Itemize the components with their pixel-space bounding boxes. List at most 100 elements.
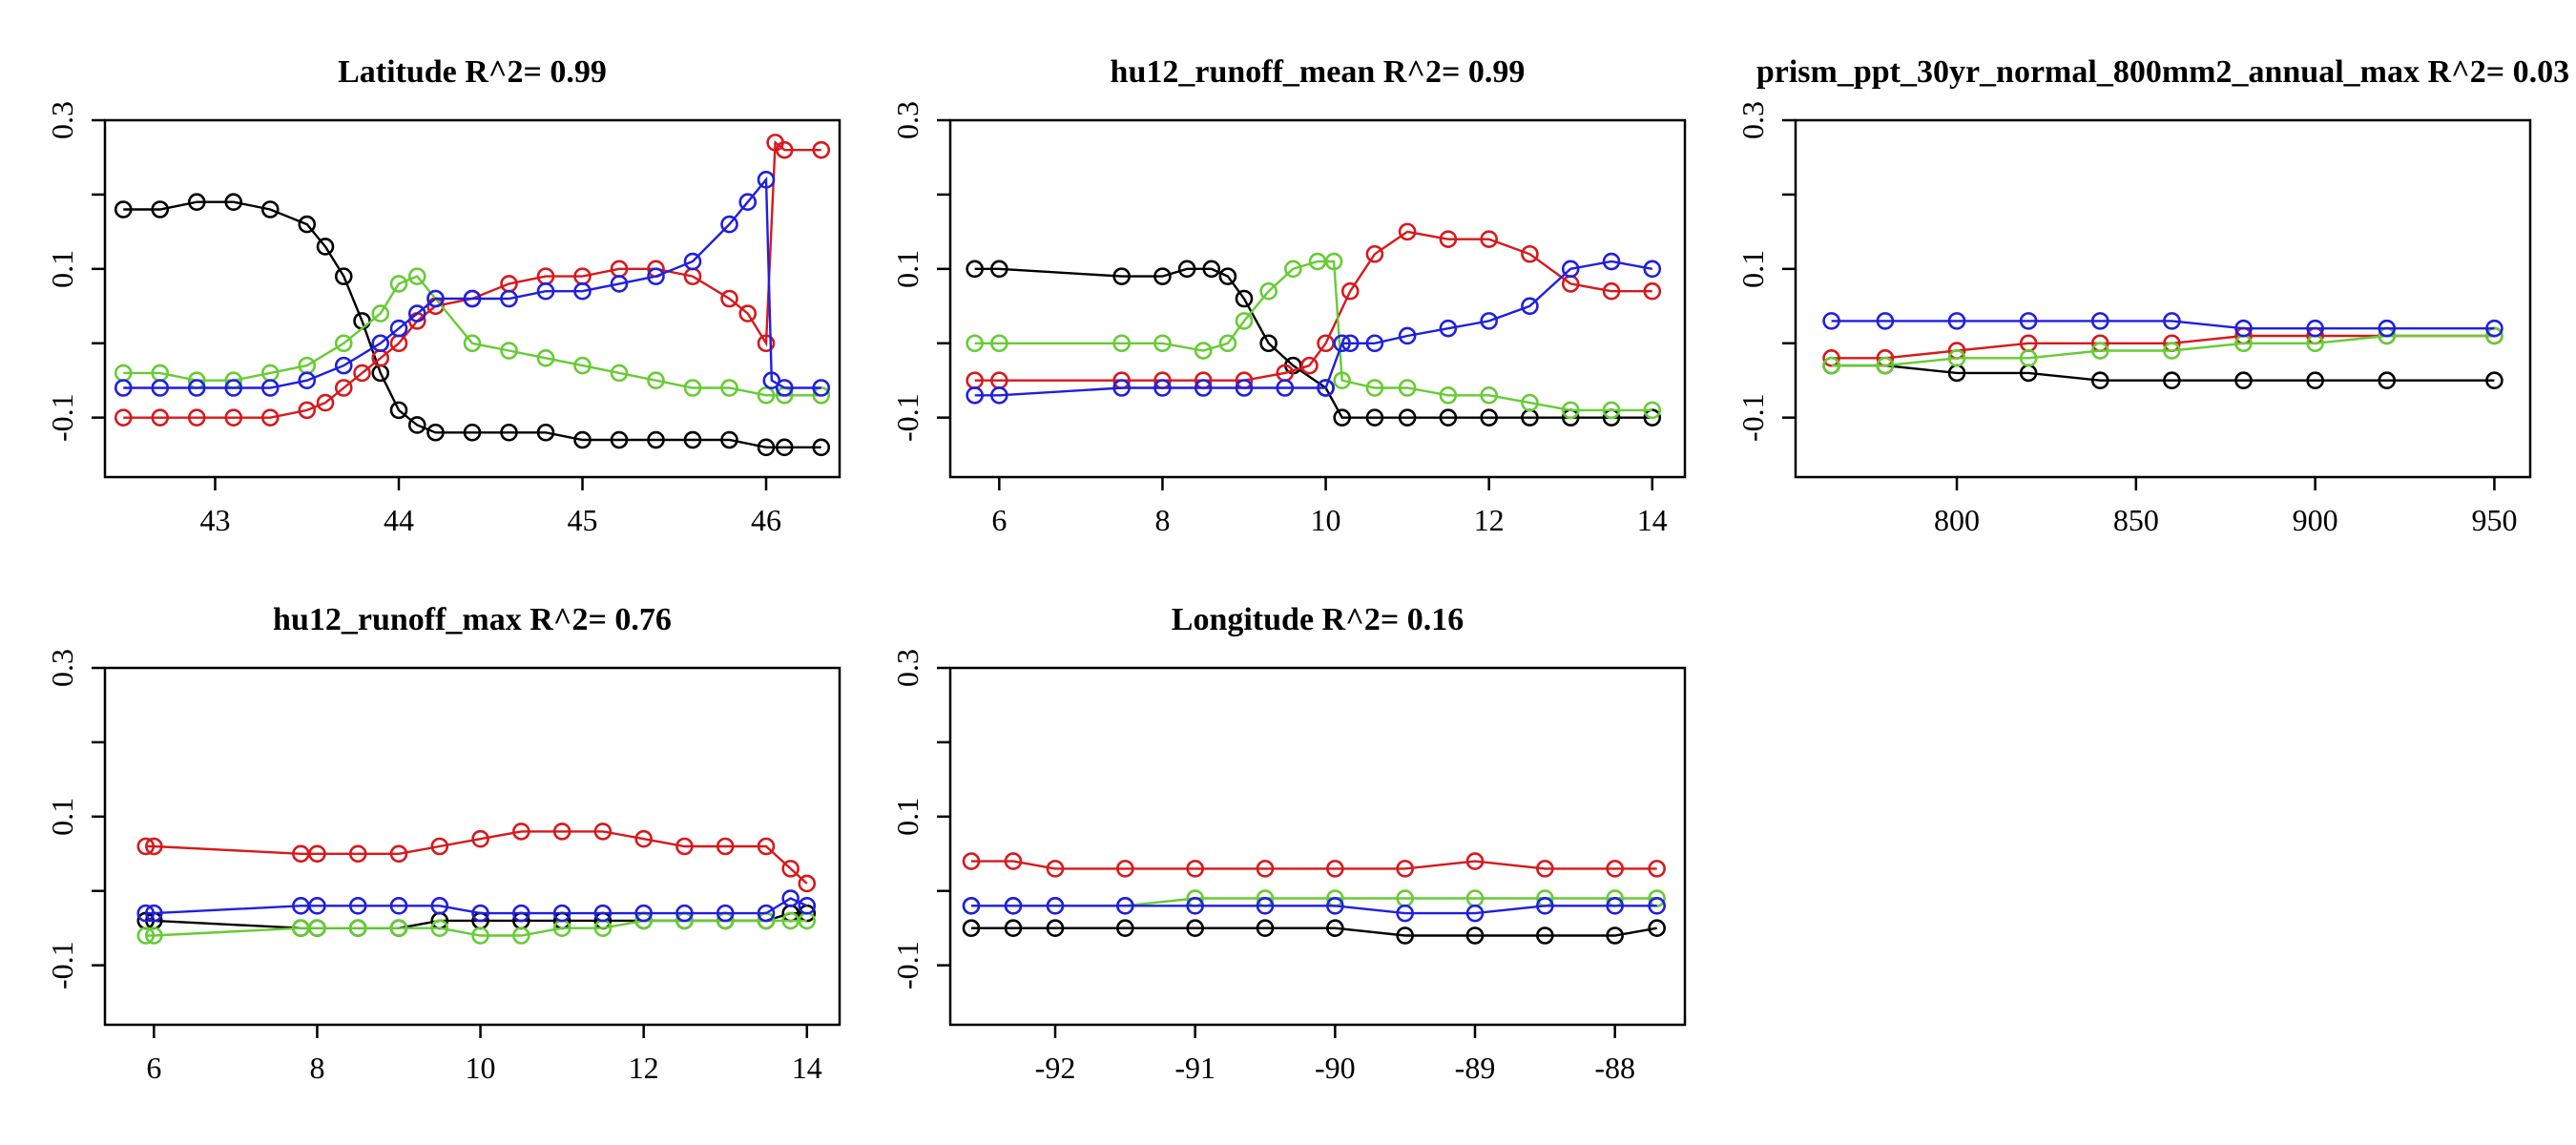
data-point-red	[1326, 860, 1344, 878]
data-point-blue	[1333, 334, 1351, 353]
data-point-blue	[757, 171, 776, 189]
series-line-black	[971, 926, 1657, 937]
data-point-red	[1340, 281, 1360, 301]
series-line-blue	[974, 260, 1653, 397]
data-point-green	[2485, 326, 2503, 345]
data-point-green	[610, 364, 629, 383]
data-point-green	[1365, 379, 1384, 397]
data-point-green	[1324, 252, 1343, 271]
x-tick-label: -92	[1035, 1051, 1076, 1085]
data-point-green	[1439, 385, 1458, 405]
data-point-red	[675, 837, 694, 856]
y-tick-label: 0.3	[45, 649, 79, 687]
y-tick-label: -0.1	[45, 941, 79, 989]
data-point-green	[1218, 334, 1237, 353]
data-point-green	[720, 379, 738, 397]
data-point-black	[647, 430, 665, 449]
data-point-blue	[552, 904, 571, 923]
series-line-green	[1831, 334, 2495, 367]
data-point-red	[430, 837, 449, 856]
data-point-black	[1004, 919, 1023, 938]
data-point-black	[757, 438, 776, 457]
data-point-black	[1465, 926, 1485, 945]
data-point-red	[471, 829, 489, 848]
data-point-black	[1218, 267, 1237, 285]
data-point-red	[716, 837, 735, 856]
x-tick-label: 850	[2113, 503, 2159, 537]
data-point-black	[775, 438, 794, 457]
data-point-black	[1046, 919, 1065, 938]
data-point-green	[1876, 356, 1895, 375]
series-line-green	[145, 919, 807, 937]
data-point-red	[1186, 860, 1204, 878]
data-point-green	[371, 304, 390, 323]
data-point-blue	[990, 385, 1008, 405]
data-point-green	[136, 926, 156, 945]
series-group	[962, 852, 1666, 945]
data-point-red	[1365, 244, 1384, 263]
data-point-black	[407, 416, 426, 434]
data-point-black	[1536, 926, 1554, 945]
data-point-blue	[1648, 897, 1666, 915]
data-point-red	[798, 874, 817, 893]
data-point-blue	[2090, 312, 2109, 330]
data-point-black	[1365, 408, 1384, 427]
panel-5: Longitude R^2= 0.16 -92 -91 -90 -89 -88 -0.1 0.…	[890, 602, 1687, 1085]
x-tick-label: 6	[146, 1051, 161, 1085]
data-point-blue	[308, 897, 326, 915]
x-tick-label: 12	[629, 1051, 659, 1085]
data-point-blue	[1822, 312, 1840, 330]
data-point-blue	[1256, 897, 1275, 915]
y-tick-label: 0.1	[1735, 250, 1770, 288]
data-point-green	[1235, 312, 1254, 330]
data-point-red	[1300, 356, 1319, 375]
y-tick-label: 0.3	[890, 649, 924, 687]
y-tick-label: 0.3	[1735, 101, 1770, 139]
data-point-blue	[1465, 904, 1485, 923]
y-tick-label: 0.3	[890, 101, 924, 139]
data-point-green	[407, 267, 426, 285]
series-line-red	[1831, 334, 2495, 360]
data-point-blue	[2163, 312, 2181, 330]
data-point-blue	[593, 904, 613, 923]
series-line-green	[123, 275, 821, 397]
plot-frame	[1794, 118, 2532, 479]
data-point-green	[1602, 401, 1621, 420]
data-point-blue	[407, 304, 426, 323]
data-point-red	[1606, 860, 1624, 878]
data-point-blue	[1643, 260, 1662, 279]
y-tick-label: -0.1	[45, 393, 79, 442]
data-point-blue	[187, 379, 206, 397]
data-point-green	[389, 919, 408, 938]
data-point-blue	[1536, 897, 1554, 915]
plot-frame	[948, 666, 1687, 1027]
data-point-black	[990, 260, 1008, 279]
data-point-blue	[334, 356, 353, 375]
data-point-black	[1256, 919, 1275, 938]
data-point-blue	[1153, 379, 1172, 397]
data-point-blue	[716, 904, 735, 923]
data-point-blue	[1602, 252, 1621, 271]
data-point-red	[1396, 860, 1414, 878]
panel-title: hu12_runoff_max R^2= 0.76	[273, 602, 672, 637]
data-point-black	[1235, 289, 1254, 308]
data-point-green	[512, 926, 530, 945]
data-point-green	[471, 926, 489, 945]
data-point-blue	[1046, 897, 1065, 915]
plot-frame	[103, 666, 841, 1027]
y-tick-label: 0.1	[45, 798, 79, 836]
data-point-green	[348, 919, 367, 938]
data-point-black	[426, 423, 445, 442]
data-point-blue	[145, 904, 163, 923]
data-point-black	[1116, 919, 1134, 938]
data-point-green	[1259, 281, 1278, 301]
series-line-red	[123, 139, 821, 419]
data-point-green	[1153, 334, 1172, 353]
data-point-blue	[1606, 897, 1624, 915]
data-point-black	[1177, 260, 1196, 279]
x-tick-label: -88	[1594, 1051, 1635, 1085]
data-point-red	[1822, 349, 1840, 367]
data-point-blue	[1194, 379, 1213, 397]
data-point-red	[1004, 852, 1023, 870]
